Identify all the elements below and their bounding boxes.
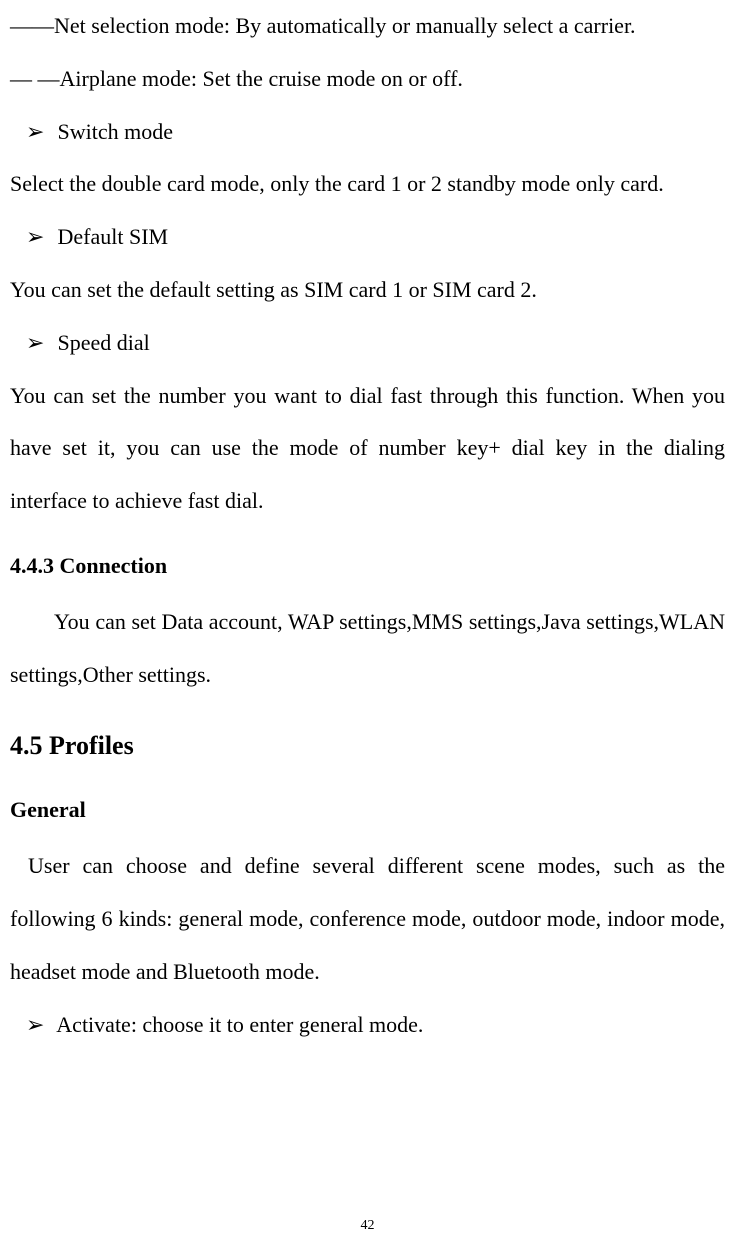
arrow-icon: ➢	[26, 317, 52, 370]
heading-profiles: 4.5 Profiles	[10, 720, 725, 772]
airplane-mode-line: ― ―Airplane mode: Set the cruise mode on…	[10, 53, 725, 106]
heading-connection: 4.4.3 Connection	[10, 542, 725, 590]
default-sim-body: You can set the default setting as SIM c…	[10, 264, 725, 317]
net-selection-line: ――Net selection mode: By automatically o…	[10, 0, 725, 53]
airplane-mode-text: ― ―Airplane mode: Set the cruise mode on…	[10, 66, 463, 91]
bullet-speed-dial: ➢ Speed dial	[10, 317, 725, 370]
net-selection-text: ――Net selection mode: By automatically o…	[10, 13, 636, 38]
document-page: ――Net selection mode: By automatically o…	[0, 0, 735, 1252]
bullet-activate-label: Activate: choose it to enter general mod…	[56, 1012, 423, 1037]
speed-dial-body: You can set the number you want to dial …	[10, 370, 725, 528]
bullet-switch-mode-label: Switch mode	[58, 119, 174, 144]
bullet-activate: ➢ Activate: choose it to enter general m…	[10, 999, 725, 1052]
heading-general: General	[10, 786, 725, 834]
bullet-switch-mode: ➢ Switch mode	[10, 106, 725, 159]
bullet-speed-dial-label: Speed dial	[58, 330, 150, 355]
connection-body: You can set Data account, WAP settings,M…	[10, 596, 725, 702]
bullet-default-sim-label: Default SIM	[58, 224, 169, 249]
bullet-default-sim: ➢ Default SIM	[10, 211, 725, 264]
page-number: 42	[0, 1218, 735, 1234]
general-body: User can choose and define several diffe…	[10, 840, 725, 998]
arrow-icon: ➢	[26, 211, 52, 264]
arrow-icon: ➢	[26, 106, 52, 159]
switch-mode-body: Select the double card mode, only the ca…	[10, 158, 725, 211]
arrow-icon: ➢	[26, 999, 52, 1052]
